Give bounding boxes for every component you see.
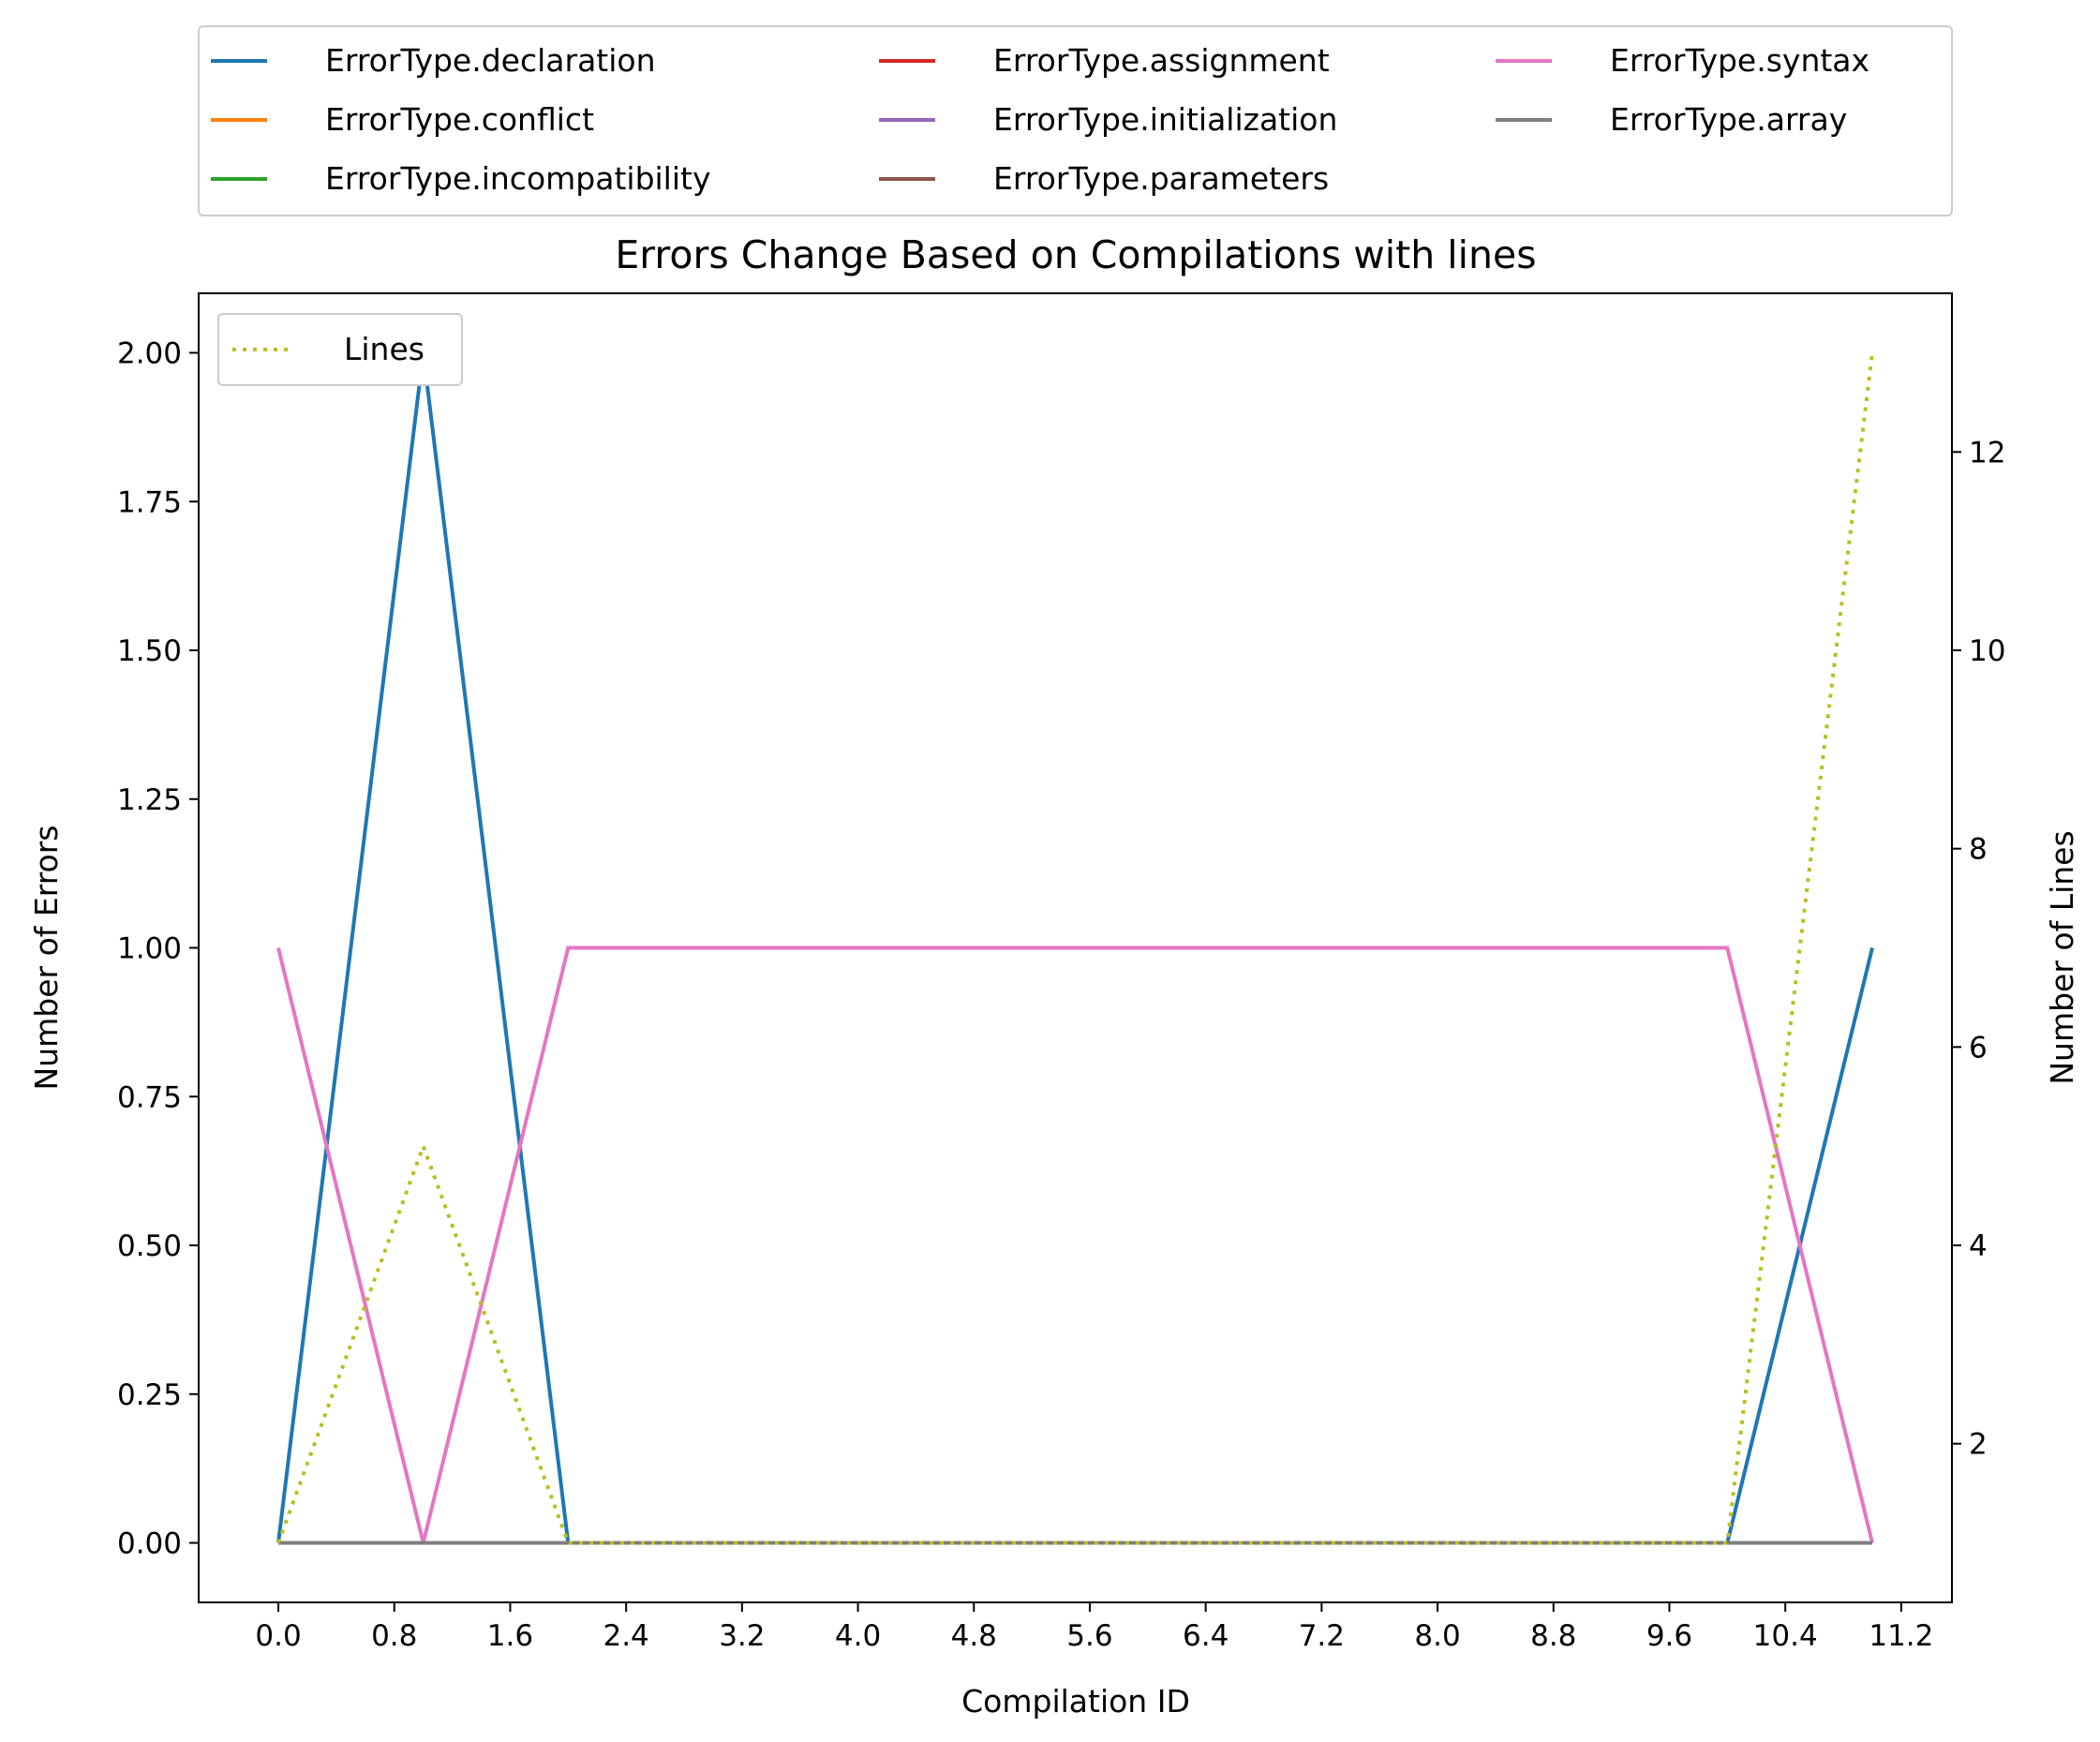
lines-legend: Lines <box>217 313 463 386</box>
y-right-tick-label-2: 6 <box>1969 1031 1988 1065</box>
x-tick-label-13: 10.4 <box>1753 1619 1818 1653</box>
x-tick-label-2: 1.6 <box>487 1619 533 1653</box>
x-tick-label-4: 3.2 <box>719 1619 765 1653</box>
legend-label-6: ErrorType.syntax <box>1610 42 1869 79</box>
lines-legend-label: Lines <box>344 331 424 367</box>
legend-label-1: ErrorType.conflict <box>325 101 594 138</box>
x-tick-label-3: 2.4 <box>603 1619 648 1653</box>
axis-ticks: 0.0 0.8 1.6 2.4 3.2 4.0 4.8 5.6 6.4 7.2 8.0 8.8 9.6 1… <box>117 337 2005 1654</box>
x-tick-label-9: 7.2 <box>1299 1619 1345 1653</box>
x-tick-label-10: 8.0 <box>1414 1619 1460 1653</box>
plot-frame <box>198 292 1953 1603</box>
x-tick-label-12: 9.6 <box>1646 1619 1692 1653</box>
x-tick-label-11: 8.8 <box>1530 1619 1576 1653</box>
legend-label-7: ErrorType.array <box>1610 101 1847 138</box>
lines-series-line <box>276 352 1874 1545</box>
x-tick-label-8: 6.4 <box>1183 1619 1229 1653</box>
y-tick-label-4: 1.00 <box>117 932 182 966</box>
lines-legend-frame <box>217 313 463 386</box>
series-legend: ErrorType.declaration ErrorType.conflict E… <box>198 25 1953 216</box>
x-tick-label-7: 5.6 <box>1066 1619 1112 1653</box>
y-tick-label-7: 1.75 <box>117 485 182 519</box>
legend-label-0: ErrorType.declaration <box>325 42 656 79</box>
series-line-6 <box>276 945 1874 1543</box>
y-right-tick-label-3: 8 <box>1969 833 1988 867</box>
y-right-tick-label-4: 10 <box>1969 634 2005 668</box>
x-tick-label-5: 4.0 <box>835 1619 881 1653</box>
plot-area <box>276 352 1874 1545</box>
x-tick-label-0: 0.0 <box>255 1619 301 1653</box>
y-axis-label: Number of Errors <box>28 826 65 1091</box>
legend-label-3: ErrorType.assignment <box>993 42 1330 79</box>
legend-label-2: ErrorType.incompatibility <box>325 160 711 197</box>
x-tick-label-1: 0.8 <box>371 1619 417 1653</box>
y-tick-label-5: 1.25 <box>117 783 182 817</box>
y-tick-label-2: 0.50 <box>117 1229 182 1263</box>
legend-label-4: ErrorType.initialization <box>993 101 1337 138</box>
chart-title: Errors Change Based on Compilations with… <box>615 232 1536 277</box>
y-tick-label-0: 0.00 <box>117 1527 182 1561</box>
y-tick-label-3: 0.75 <box>117 1080 182 1114</box>
y-right-tick-label-5: 12 <box>1969 436 2005 469</box>
y-right-tick-label-0: 2 <box>1969 1428 1988 1462</box>
legend-frame <box>198 25 1953 216</box>
y-axis-right-label: Number of Lines <box>2044 830 2080 1084</box>
y-tick-label-6: 1.50 <box>117 634 182 668</box>
x-axis-label: Compilation ID <box>961 1683 1190 1720</box>
y-tick-label-8: 2.00 <box>117 337 182 371</box>
y-right-tick-label-1: 4 <box>1969 1229 1988 1263</box>
legend-label-5: ErrorType.parameters <box>993 160 1329 197</box>
y-tick-label-1: 0.25 <box>117 1378 182 1412</box>
x-tick-label-6: 4.8 <box>951 1619 997 1653</box>
x-tick-label-14: 11.2 <box>1869 1619 1933 1653</box>
